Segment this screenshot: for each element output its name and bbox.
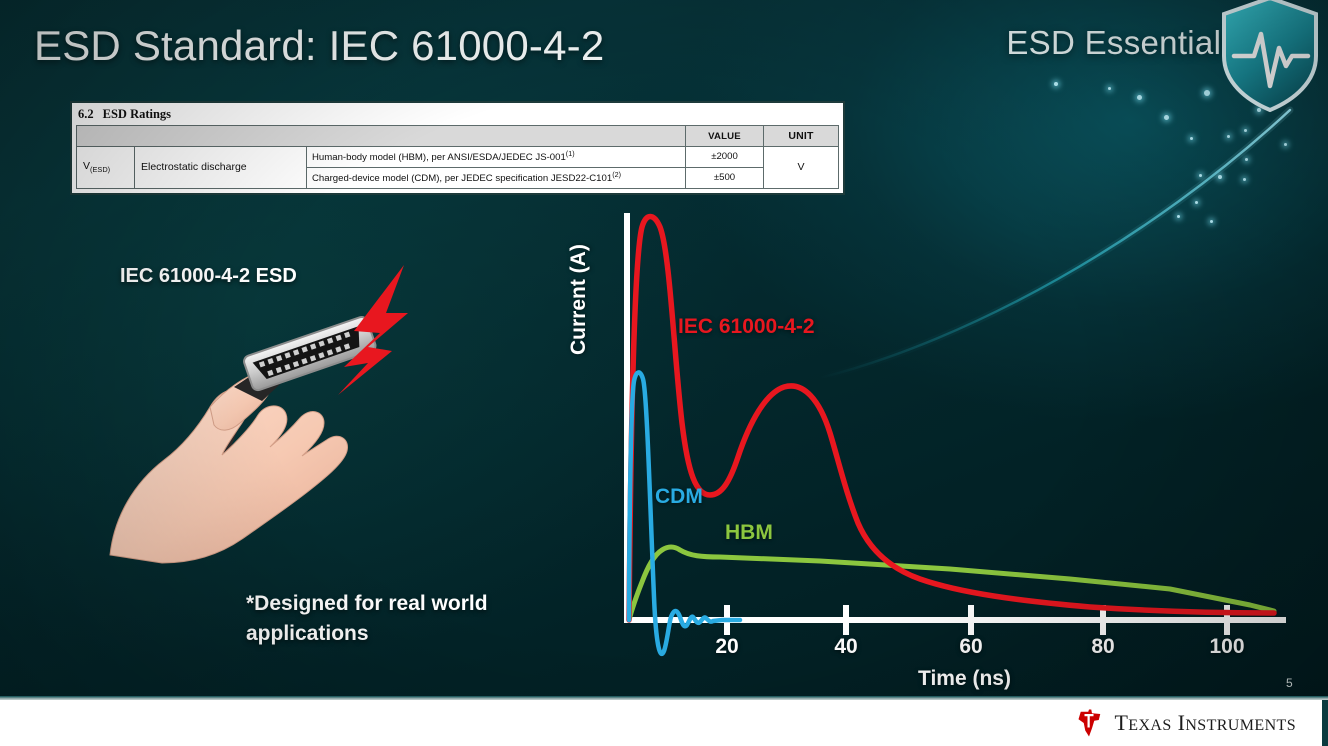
- ti-texas-mark-icon: [1078, 709, 1101, 737]
- x-axis-label: Time (ns): [918, 667, 1011, 690]
- x-tick-20: 20: [715, 635, 739, 658]
- x-tick-80: 80: [1091, 635, 1115, 658]
- cell-description-cdm: Charged-device model (CDM), per JEDEC sp…: [306, 166, 686, 189]
- particle: [1190, 137, 1193, 140]
- section-title: ESD Ratings: [102, 107, 172, 121]
- page-number: 5: [1286, 676, 1293, 690]
- section-number: 6.2: [78, 107, 94, 121]
- ti-wordmark: TEXAS INSTRUMENTS: [1114, 710, 1296, 736]
- footnote-2: (2): [612, 169, 621, 179]
- header-unit: UNIT: [763, 125, 839, 147]
- esd-waveform-chart: Current (A) Time (ns) 20 40 60 80 100 IE…: [567, 205, 1310, 695]
- esd-ratings-table: 6.2 ESD Ratings VALUE UNIT V(ESD) Elec: [70, 101, 845, 195]
- particle: [1244, 129, 1247, 132]
- cell-description-hbm: Human-body model (HBM), per ANSI/ESDA/JE…: [306, 146, 686, 168]
- ti-texas-rest: EXAS: [1128, 717, 1172, 734]
- cell-value-cdm: ±500: [685, 166, 764, 189]
- ti-instruments-rest: NSTRUMENTS: [1185, 717, 1296, 734]
- particle: [1195, 201, 1198, 204]
- cell-value-hbm: ±2000: [685, 146, 764, 168]
- slide-canvas: ESD Standard: IEC 61000-4-2 ESD Essentia…: [0, 0, 1328, 700]
- series-cdm: [626, 370, 743, 656]
- page-title: ESD Standard: IEC 61000-4-2: [34, 22, 605, 69]
- particle: [1054, 82, 1058, 86]
- symbol-sub: (ESD): [90, 165, 111, 175]
- footer-right-rail: [1322, 700, 1328, 746]
- footnote-1: (1): [565, 149, 575, 158]
- series-label-iec: IEC 61000-4-2: [678, 315, 815, 338]
- ratings-grid: VALUE UNIT V(ESD) Electrostatic discharg…: [76, 125, 839, 189]
- table-caption: 6.2 ESD Ratings: [76, 106, 839, 125]
- note-text: *Designed for real world applications: [246, 592, 488, 646]
- brand-label: ESD Essentials: [1006, 24, 1238, 61]
- particle: [1218, 175, 1222, 179]
- table-row: V(ESD) Electrostatic discharge Human-bod…: [76, 146, 839, 189]
- ti-texas-cap: T: [1114, 710, 1129, 735]
- hand-holding-hdmi-connector: [109, 265, 408, 564]
- x-tick-100: 100: [1209, 635, 1245, 658]
- series-label-hbm: HBM: [725, 521, 773, 544]
- slide-bottom-edge: [0, 696, 1328, 701]
- desc-text-hbm: Human-body model (HBM), per ANSI/ESDA/JE…: [312, 152, 566, 164]
- cell-parameter: Electrostatic discharge: [134, 146, 307, 189]
- x-tick-40: 40: [834, 635, 858, 658]
- table-header-row: VALUE UNIT: [76, 125, 839, 147]
- header-blank: [76, 125, 686, 147]
- desc-text-cdm: Charged-device model (CDM), per JEDEC sp…: [312, 173, 613, 185]
- series-hbm: [626, 544, 1277, 623]
- particle: [1284, 143, 1287, 146]
- particle: [1137, 95, 1142, 100]
- ti-instruments-cap: I: [1177, 710, 1186, 735]
- shield-pulse-icon: [1222, 0, 1318, 113]
- particle: [1227, 135, 1230, 138]
- series-label-cdm: CDM: [655, 485, 703, 508]
- particle: [1199, 174, 1202, 177]
- particle: [1245, 158, 1248, 161]
- particle: [1243, 178, 1246, 181]
- series-iec: [626, 213, 1277, 623]
- particle: [1108, 87, 1111, 90]
- texas-instruments-logo: TEXAS INSTRUMENTS: [1074, 708, 1296, 738]
- table-row: Charged-device model (CDM), per JEDEC sp…: [77, 166, 839, 189]
- particle: [1204, 90, 1210, 96]
- lightning-bolt-icon: [338, 265, 408, 395]
- y-axis-label: Current (A): [567, 244, 590, 355]
- particle: [1164, 115, 1169, 120]
- header-value: VALUE: [685, 125, 764, 147]
- cell-unit: V: [763, 146, 839, 189]
- footer-bar: TEXAS INSTRUMENTS: [0, 700, 1328, 746]
- cell-symbol: V(ESD): [76, 146, 135, 189]
- x-tick-60: 60: [959, 635, 983, 658]
- chart-plot: [624, 213, 1286, 656]
- symbol-main: V: [83, 160, 91, 173]
- illustration-label: IEC 61000-4-2 ESD: [120, 265, 297, 287]
